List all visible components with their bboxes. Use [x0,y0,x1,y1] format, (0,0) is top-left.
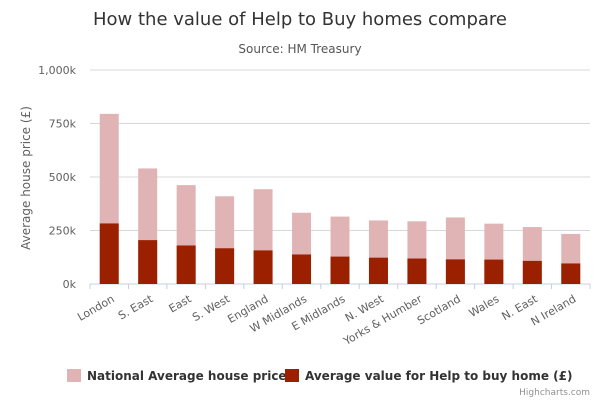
y-axis-label: Average house price (£) [19,106,33,250]
bar-help-to-buy[interactable] [484,259,504,284]
x-tick-label: Scotland [415,292,463,327]
y-tick-label: 500k [49,171,77,184]
bar-help-to-buy[interactable] [522,260,542,284]
bar-help-to-buy[interactable] [215,248,235,284]
legend-swatch [285,369,299,382]
legend-label: Average value for Help to buy home (£) [305,369,572,383]
bar-help-to-buy[interactable] [368,257,388,284]
bar-help-to-buy[interactable] [330,256,350,284]
chart-subtitle: Source: HM Treasury [238,42,361,56]
legend-item-help-to-buy[interactable]: Average value for Help to buy home (£) [285,369,572,383]
x-tick-label: London [75,292,116,323]
bars [99,113,581,285]
credit-text[interactable]: Highcharts.com [519,388,590,398]
x-tick-label: S. East [116,292,156,322]
bar-help-to-buy[interactable] [445,259,465,284]
bar-help-to-buy[interactable] [99,223,119,284]
x-tick-label: S. West [190,292,233,324]
bar-help-to-buy[interactable] [253,250,273,284]
bar-help-to-buy[interactable] [292,254,312,284]
bar-help-to-buy[interactable] [561,263,581,284]
y-tick-label: 0k [63,278,77,291]
y-tick-label: 750k [49,118,77,131]
y-tick-label: 1,000k [38,64,76,77]
legend: National Average house price Average valu… [67,369,572,383]
legend-label: National Average house price [87,369,287,383]
y-tick-label: 250k [49,225,77,238]
bar-help-to-buy[interactable] [176,245,196,284]
bar-help-to-buy[interactable] [138,240,158,284]
legend-item-national-average[interactable]: National Average house price [67,369,287,383]
gridlines [90,69,590,285]
x-tick-label: Wales [467,292,502,320]
y-axis-ticks: 0k 250k 500k 750k 1,000k [38,64,76,291]
legend-swatch [67,369,81,382]
bar-help-to-buy[interactable] [407,258,427,284]
chart-title: How the value of Help to Buy homes compa… [93,9,507,30]
